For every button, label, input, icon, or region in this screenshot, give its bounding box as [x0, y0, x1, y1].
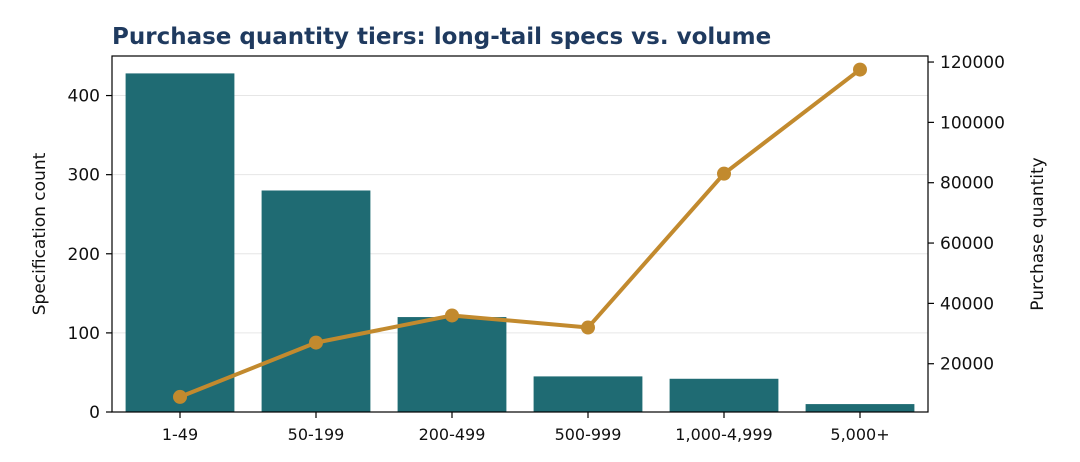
- bars: [125, 73, 915, 412]
- bar: [397, 317, 507, 412]
- grid-lines: [112, 95, 928, 334]
- y-tick-label: 100: [68, 324, 100, 344]
- line-point: [717, 166, 731, 181]
- line-series: [173, 62, 867, 404]
- x-axis: 1-49 50-199 200-499 500-999 1,000-4,999 5,000…: [162, 412, 890, 444]
- y2-tick-label: 120000: [940, 53, 1005, 73]
- y-tick-label: 400: [68, 87, 100, 107]
- y-tick-label: 0: [89, 403, 100, 423]
- x-tick-label: 1-49: [162, 425, 198, 444]
- y2-tick-label: 60000: [940, 234, 994, 254]
- x-tick-label: 5,000+: [830, 425, 889, 444]
- y2-tick-label: 40000: [940, 294, 994, 314]
- line-path: [179, 67, 862, 399]
- bar: [261, 190, 371, 412]
- y-axis-label: Specification count: [30, 152, 50, 315]
- y-axis-left: 0 100 200 300 400: [68, 87, 112, 423]
- y-tick-label: 300: [68, 166, 100, 186]
- line-point: [173, 389, 187, 404]
- x-tick-label: 500-999: [555, 425, 622, 444]
- chart-title: Purchase quantity tiers: long-tail specs…: [112, 24, 771, 50]
- line-point: [309, 335, 323, 350]
- x-tick-label: 1,000-4,999: [675, 425, 772, 444]
- y-axis-right: 20000 40000 60000 80000 100000 120000: [928, 53, 1005, 375]
- y2-tick-label: 80000: [940, 174, 994, 194]
- bar: [805, 404, 915, 412]
- bar: [669, 378, 779, 412]
- y2-tick-label: 20000: [940, 355, 994, 375]
- x-tick-label: 200-499: [419, 425, 486, 444]
- line-point: [853, 62, 867, 77]
- y-tick-label: 200: [68, 245, 100, 265]
- x-tick-label: 50-199: [288, 425, 345, 444]
- plot-frame: [111, 55, 929, 413]
- line-point: [445, 308, 459, 323]
- y2-tick-label: 100000: [940, 113, 1005, 133]
- bar: [533, 376, 643, 412]
- line-point: [581, 320, 595, 335]
- y2-axis-label: Purchase quantity: [1028, 157, 1048, 310]
- bar: [125, 73, 235, 412]
